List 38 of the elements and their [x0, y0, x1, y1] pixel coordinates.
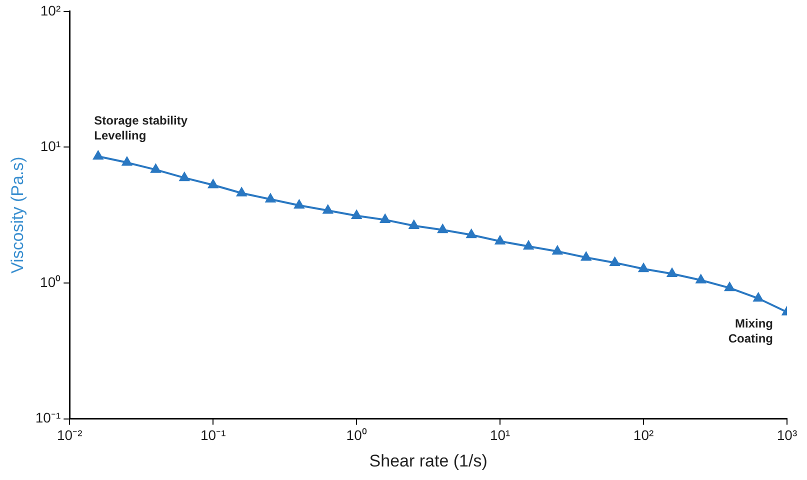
point	[581, 252, 592, 261]
x-tick-label: 10²	[633, 427, 654, 444]
point	[150, 164, 161, 173]
point	[352, 210, 362, 219]
x-tick-label: 10¹	[490, 427, 511, 444]
x-tick-label: 10⁰	[346, 427, 367, 444]
point	[322, 204, 333, 214]
point	[266, 194, 276, 202]
point	[380, 214, 390, 224]
point	[610, 257, 620, 266]
point	[466, 229, 476, 238]
x-tick-label: 10⁻¹	[200, 427, 226, 444]
point	[180, 172, 190, 182]
point	[524, 240, 534, 250]
point	[236, 188, 247, 196]
point	[638, 263, 648, 272]
y-tick-label: 10¹	[40, 138, 61, 154]
y-tick-label: 10²	[40, 2, 61, 18]
annotation: Mixing Coating	[728, 316, 773, 346]
x-axis-title: Shear rate (1/s)	[369, 451, 488, 470]
x-tick-label: 10³	[776, 427, 798, 444]
y-tick-label: 10⁻¹	[35, 410, 61, 426]
point	[122, 157, 132, 166]
point	[753, 292, 764, 302]
point	[724, 282, 734, 292]
point	[495, 236, 505, 244]
y-axis-title: Viscosity (Pa.s)	[8, 156, 27, 274]
point	[438, 224, 448, 234]
point	[93, 150, 104, 160]
point	[696, 274, 706, 284]
point	[667, 268, 677, 277]
annotation: Storage stability Levelling	[94, 114, 188, 143]
point	[294, 200, 304, 209]
x-tick-label: 10⁻²	[57, 427, 83, 444]
point	[409, 220, 419, 229]
y-tick-label: 10⁰	[40, 274, 61, 290]
point	[552, 246, 562, 255]
point	[208, 179, 218, 188]
